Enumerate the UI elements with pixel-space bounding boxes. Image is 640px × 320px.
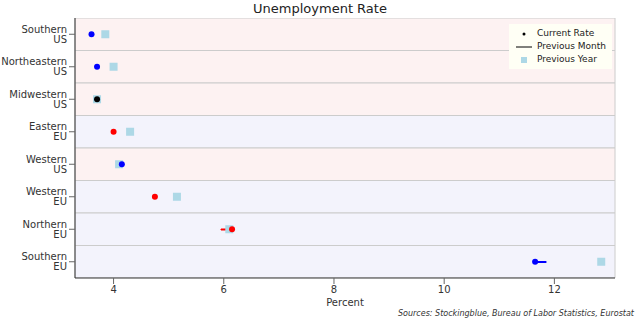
svg-text:WesternEU: WesternEU <box>26 186 67 207</box>
svg-text:NortheasternUS: NortheasternUS <box>8 56 67 77</box>
html-text:Current Rate: Current Rate <box>536 28 595 38</box>
svg-text:MidwesternUS: MidwesternUS <box>9 89 67 110</box>
svg-text:EasternEU: EasternEU <box>29 121 67 142</box>
svg-text:12: 12 <box>548 284 561 295</box>
svg-text:NorthernEU: NorthernEU <box>23 219 67 240</box>
html-text:Previous Month: Previous Month <box>536 41 606 51</box>
svg-text:10: 10 <box>438 284 451 295</box>
svg-text:4: 4 <box>110 284 116 295</box>
html-text:Previous Year: Previous Year <box>536 54 597 64</box>
html-text:Unemployment Rate: Unemployment Rate <box>253 1 387 16</box>
html-text:Sources: Stockingblue, Bureau: Sources: Stockingblue, Bureau of Labor S… <box>398 309 634 318</box>
svg-text:6: 6 <box>221 284 227 295</box>
svg-text:SouthernEU: SouthernEU <box>22 251 68 272</box>
svg-text:SouthernUS: SouthernUS <box>22 24 68 45</box>
svg-text:Percent: Percent <box>326 297 364 308</box>
svg-text:WesternUS: WesternUS <box>26 154 67 175</box>
svg-text:8: 8 <box>331 284 337 295</box>
